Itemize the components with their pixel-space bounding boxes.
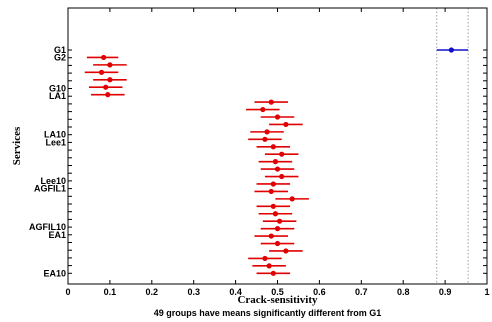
group-interval-31: [256, 270, 291, 276]
mean-marker: [274, 114, 281, 120]
group-interval-6: [88, 84, 123, 90]
group-interval-15: [264, 151, 299, 157]
y-tick-label-la10: LA10: [44, 130, 66, 140]
mean-marker: [264, 129, 270, 135]
group-interval-5: [93, 77, 127, 83]
y-tick-label-agfil1: AGFIL1: [34, 184, 66, 194]
mean-marker: [268, 233, 274, 239]
chart-caption: 49 groups have means significantly diffe…: [154, 308, 382, 318]
group-interval-20: [254, 188, 288, 195]
group-interval-11: [269, 121, 303, 128]
group-interval-30: [252, 263, 286, 269]
group-interval-27: [260, 240, 295, 247]
group-interval-2: [86, 54, 119, 61]
x-tick-label-0: 0: [65, 287, 70, 297]
group-interval-7: [91, 92, 125, 98]
mean-marker: [105, 92, 111, 98]
mean-marker: [270, 270, 276, 276]
y-tick-label-ea1: EA1: [48, 230, 66, 240]
group-interval-4: [84, 69, 119, 75]
mean-marker: [274, 166, 281, 172]
mean-marker: [262, 136, 268, 142]
group-interval-29: [248, 255, 282, 262]
group-intervals: [84, 47, 469, 276]
group-interval-24: [262, 218, 297, 224]
group-interval-18: [264, 173, 299, 180]
significance-bounds: [436, 8, 469, 284]
mean-marker: [279, 151, 285, 157]
group-interval-16: [258, 159, 293, 165]
x-tick-label-1: 0.1: [104, 287, 117, 297]
mean-marker: [98, 69, 105, 75]
mean-marker: [266, 263, 272, 269]
y-tick-label-la1: LA1: [49, 91, 66, 101]
mean-marker: [272, 159, 279, 165]
selected-group-interval: [436, 47, 469, 53]
mean-marker: [283, 121, 289, 128]
mean-marker: [270, 181, 276, 187]
x-tick-label-10: 1: [484, 287, 489, 297]
group-interval-9: [246, 106, 280, 113]
mean-marker: [283, 248, 289, 254]
mean-marker: [103, 84, 109, 90]
mean-marker: [101, 54, 107, 61]
group-interval-21: [275, 196, 309, 202]
y-tick-label-g10: G10: [49, 84, 66, 94]
group-interval-28: [269, 248, 303, 254]
mean-marker: [272, 211, 279, 217]
x-tick-label-2: 0.2: [146, 287, 159, 297]
group-interval-23: [258, 211, 293, 217]
y-axis-title: Services: [11, 126, 23, 165]
x-axis: 0 0.1 0.2 0.3 0.4 0.5 0.6 0.7 0.8 0.9 1: [65, 8, 490, 297]
x-tick-label-3: 0.3: [187, 287, 200, 297]
x-tick-label-4: 0.4: [229, 287, 242, 297]
y-tick-label-lee1: Lee1: [45, 137, 66, 147]
group-interval-14: [256, 144, 291, 150]
y-tick-label-g2: G2: [54, 53, 66, 63]
group-interval-17: [260, 166, 295, 172]
mean-marker: [270, 203, 276, 209]
mean-marker: [107, 77, 113, 83]
x-tick-label-5: 0.5: [271, 287, 284, 297]
group-interval-22: [256, 203, 291, 209]
group-interval-12: [250, 129, 284, 135]
group-interval-8: [254, 99, 288, 105]
x-tick-label-9: 0.9: [439, 287, 452, 297]
group-interval-13: [248, 136, 282, 142]
mean-marker: [289, 196, 295, 202]
y-tick-label-ea10: EA10: [43, 268, 66, 278]
mean-marker: [260, 106, 266, 113]
mean-marker: [274, 240, 281, 247]
group-interval-26: [254, 233, 288, 239]
mean-marker: [279, 173, 285, 180]
y-tick-label-agfil10: AGFIL10: [29, 222, 66, 232]
mean-marker: [262, 255, 268, 262]
mean-marker: [268, 99, 274, 105]
group-interval-19: [256, 181, 291, 187]
group-interval-3: [93, 62, 127, 68]
mean-marker: [276, 218, 283, 224]
mean-marker: [274, 226, 281, 232]
x-axis-title: Crack-sensitivity: [237, 294, 318, 306]
mean-marker: [107, 62, 113, 68]
mean-marker: [448, 47, 454, 53]
x-tick-label-6: 0.6: [313, 287, 326, 297]
mean-marker: [268, 188, 274, 195]
x-tick-label-7: 0.7: [355, 287, 368, 297]
y-tick-label-lee10: Lee10: [40, 176, 66, 186]
mean-marker: [270, 144, 276, 150]
group-interval-10: [260, 114, 295, 120]
x-tick-label-8: 0.8: [397, 287, 410, 297]
y-tick-label-g1: G1: [54, 45, 66, 55]
group-interval-25: [260, 226, 295, 232]
